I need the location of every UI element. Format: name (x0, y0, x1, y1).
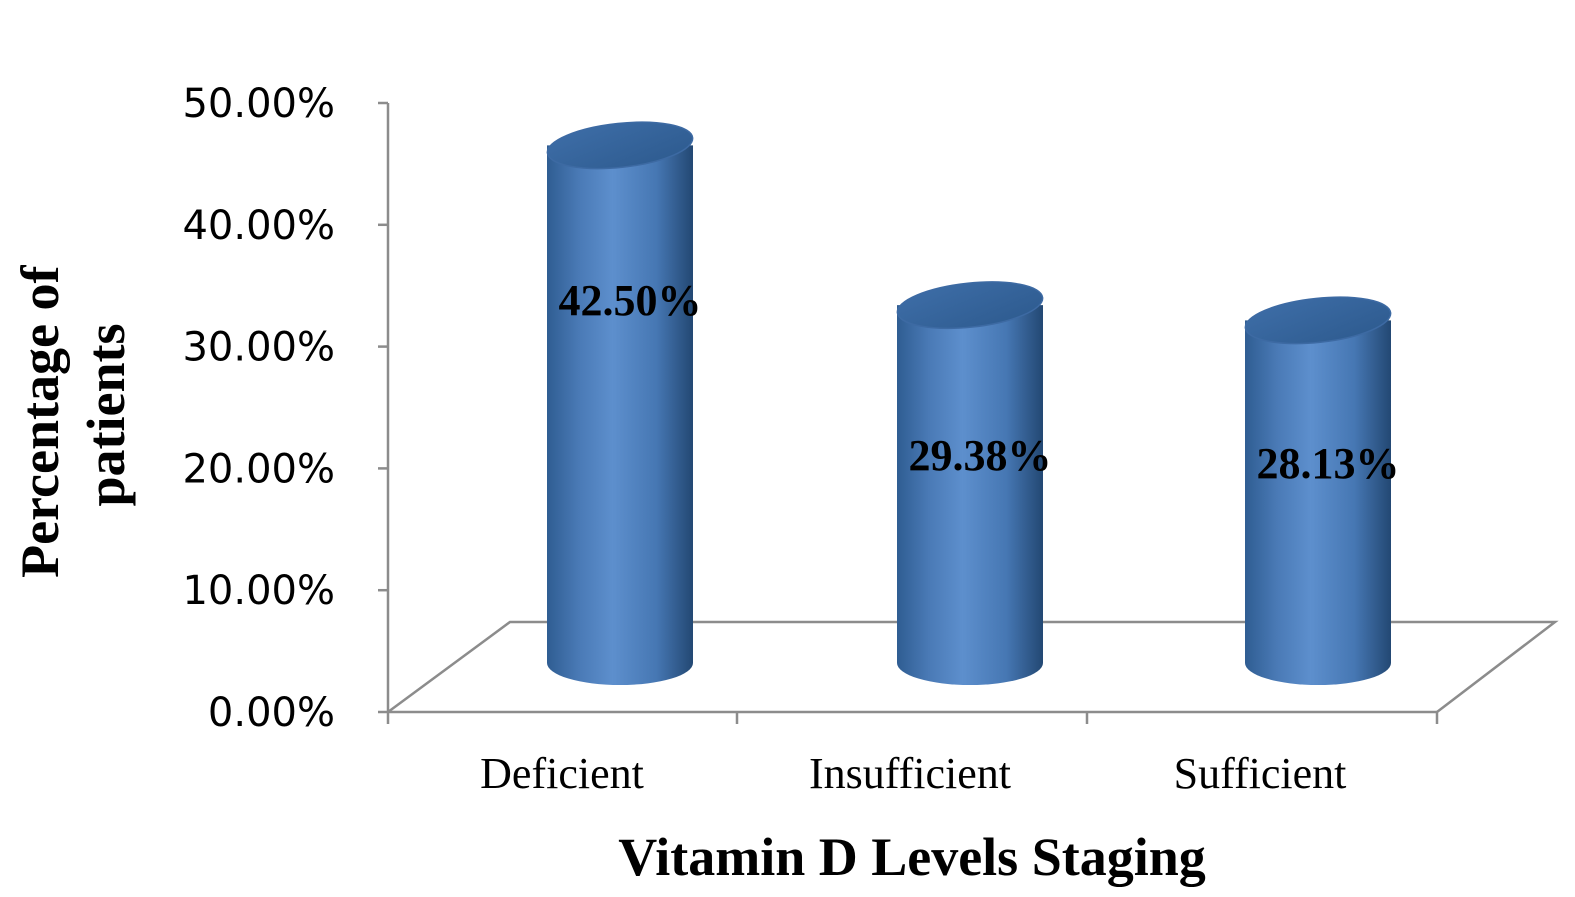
data-label-0: 42.50% (559, 276, 702, 325)
category-label-2: Sufficient (1174, 749, 1347, 798)
y-tick-label-2: 20.00% (182, 446, 335, 492)
bar-deficient (546, 121, 694, 686)
bar-top-1 (896, 281, 1044, 330)
y-tick-label-4: 40.00% (182, 203, 335, 249)
y-tick-label-0: 0.00% (208, 690, 335, 736)
data-label-1: 29.38% (909, 431, 1052, 480)
bar-top-0 (546, 121, 694, 170)
category-label-0: Deficient (480, 749, 644, 798)
bar-top-2 (1244, 296, 1392, 345)
data-labels: 42.50% 29.38% 28.13% (559, 276, 1400, 488)
bar-body-1 (897, 305, 1043, 685)
y-tick-label-5: 50.00% (182, 81, 335, 127)
category-label-1: Insufficient (809, 749, 1011, 798)
y-axis-title-line-1: Percentage of (10, 265, 70, 578)
bar-body-0 (547, 145, 693, 686)
x-ticks (386, 712, 1439, 724)
bar-sufficient (1244, 296, 1392, 685)
y-ticks: 0.00% 10.00% 20.00% 30.00% 40.00% 50.00% (182, 81, 388, 736)
x-axis-title: Vitamin D Levels Staging (618, 827, 1206, 887)
y-axis-title-line-2: patients (76, 323, 136, 506)
bars (546, 121, 1392, 686)
data-label-2: 28.13% (1257, 439, 1400, 488)
y-tick-label-1: 10.00% (182, 568, 335, 614)
y-tick-label-3: 30.00% (182, 325, 335, 371)
y-axis-title: Percentage of patients (10, 252, 136, 578)
bar-body-2 (1245, 320, 1391, 685)
bar-insufficient (896, 281, 1044, 685)
category-labels: Deficient Insufficient Sufficient (480, 749, 1346, 798)
